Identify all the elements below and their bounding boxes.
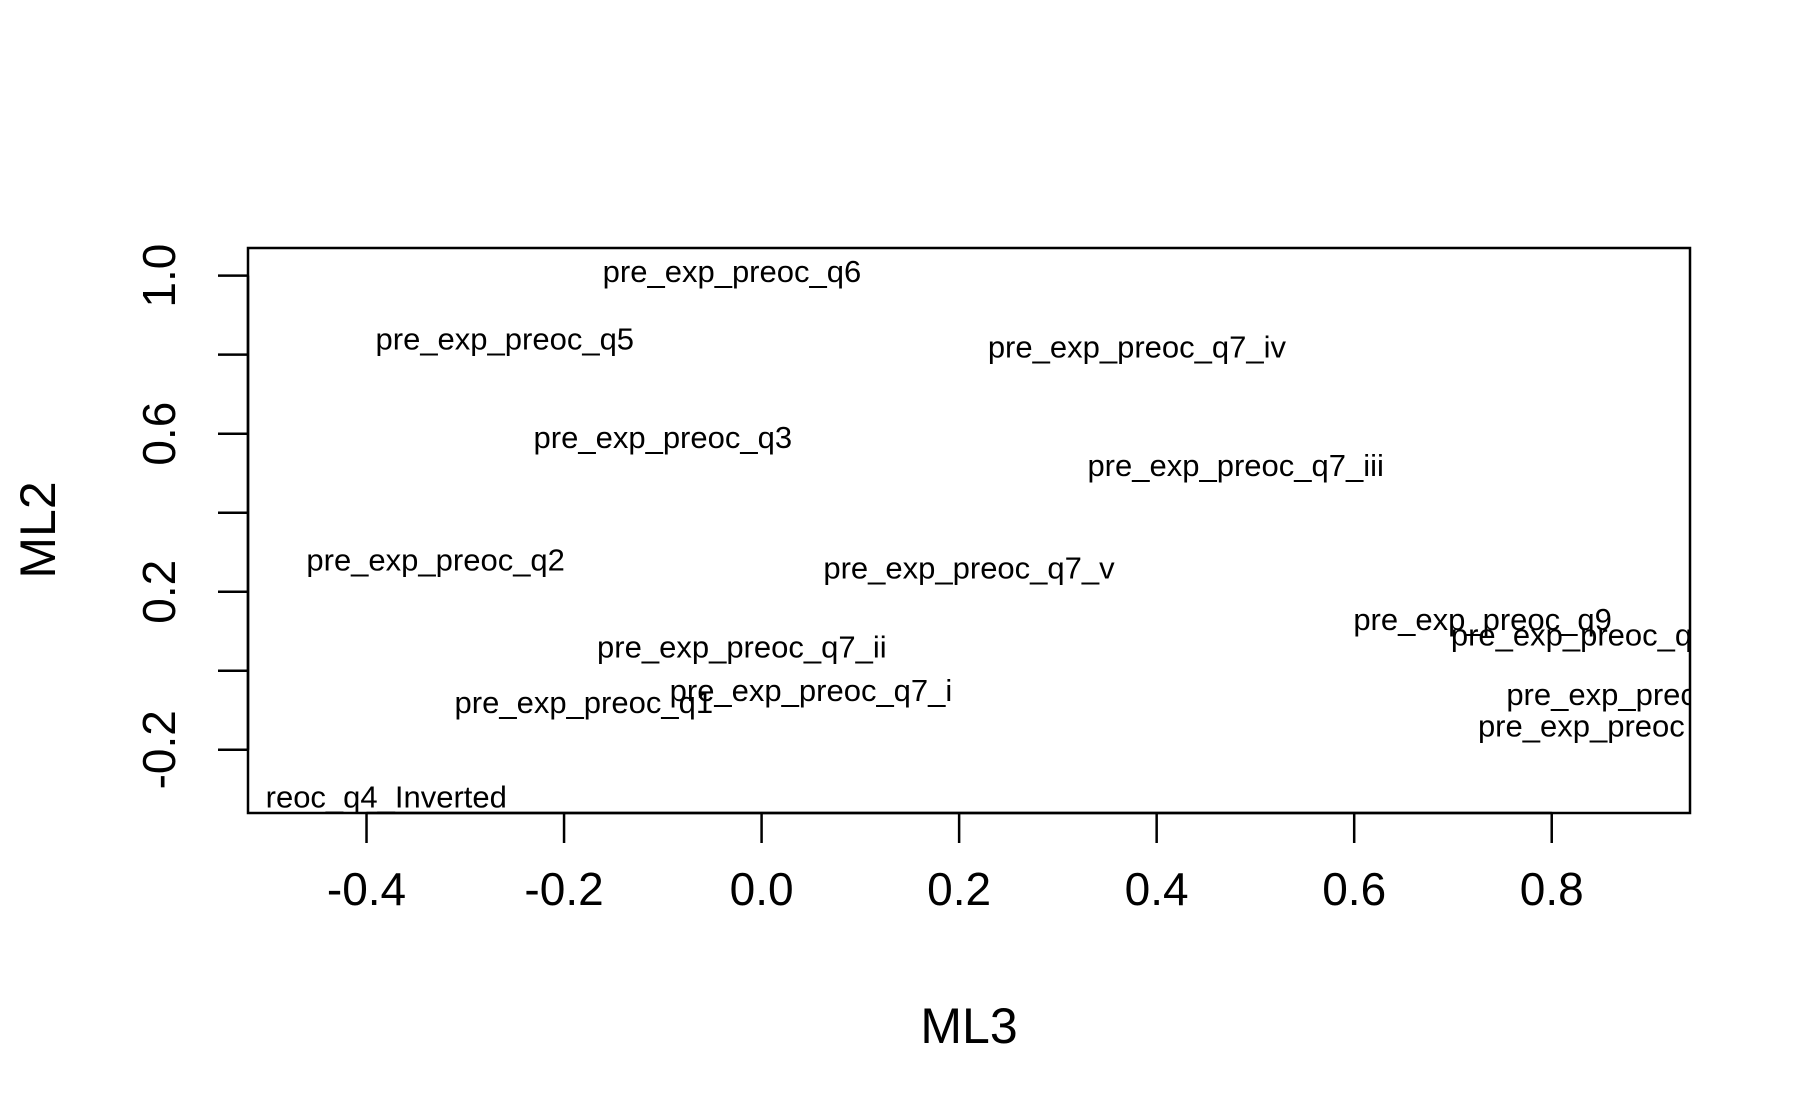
x-tick-label: 0.2: [927, 863, 991, 915]
point-label: pre_exp_preoc_q7_v: [823, 551, 1115, 586]
point-label: pre_exp_preoc_q7_i: [670, 673, 953, 708]
x-tick-label: 0.4: [1125, 863, 1189, 915]
y-tick-label: 0.2: [133, 560, 185, 624]
point-label: pre_exp_preoc_q2: [306, 543, 565, 578]
point-label: pre_exp_preoc_q: [1451, 618, 1692, 653]
y-axis: -0.2 0.2 0.6 1.0: [133, 244, 250, 789]
point-label: pre_exp_preoc: [1478, 709, 1685, 744]
x-tick-label: 0.0: [730, 863, 794, 915]
x-tick-label: -0.4: [327, 863, 406, 915]
point-label: pre_exp_preoc_q3: [534, 420, 793, 455]
x-axis-title: ML3: [920, 998, 1017, 1054]
point-label: reoc_q4_Inverted: [266, 780, 507, 815]
y-tick-label: 1.0: [133, 244, 185, 308]
y-tick-label: -0.2: [133, 710, 185, 789]
point-label: pre_exp_prec: [1506, 677, 1696, 712]
point-label: pre_exp_preoc_q6: [603, 254, 862, 289]
y-axis-title: ML2: [10, 481, 66, 578]
point-label: pre_exp_preoc_q1: [455, 685, 714, 720]
x-tick-label: 0.8: [1520, 863, 1584, 915]
point-labels: pre_exp_preoc_q6 pre_exp_preoc_q5 pre_exp_…: [266, 254, 1696, 815]
y-tick-label: 0.6: [133, 402, 185, 466]
x-axis: -0.4 -0.2 0.0 0.2 0.4 0.6 0.8: [327, 811, 1584, 915]
x-tick-label: -0.2: [524, 863, 603, 915]
x-tick-label: 0.6: [1322, 863, 1386, 915]
point-label: pre_exp_preoc_q7_ii: [597, 630, 887, 665]
point-label: pre_exp_preoc_q7_iii: [1087, 448, 1383, 483]
point-label: pre_exp_preoc_q5: [376, 321, 635, 356]
point-label: pre_exp_preoc_q9: [1353, 602, 1612, 637]
point-label: pre_exp_preoc_q7_iv: [988, 329, 1287, 364]
